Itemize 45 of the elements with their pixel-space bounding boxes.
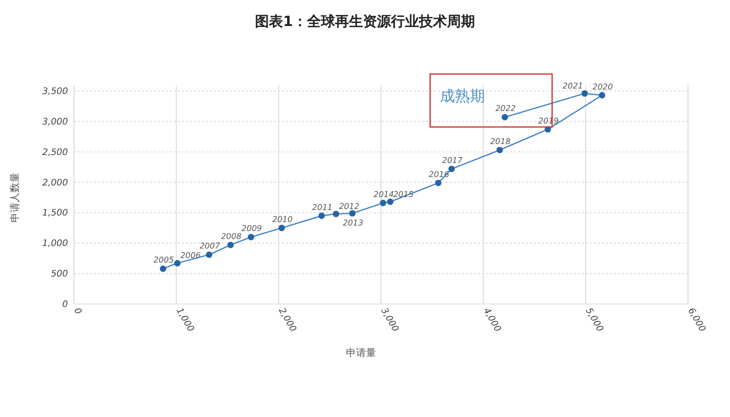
point xyxy=(598,92,606,98)
point xyxy=(278,224,285,232)
annotation: 2012 xyxy=(338,202,360,211)
annotation: 2017 xyxy=(442,156,464,165)
annotation: 2009 xyxy=(242,224,262,234)
annotation: 2008 xyxy=(221,232,242,241)
annotation: 2022 xyxy=(495,104,516,114)
point xyxy=(227,242,234,248)
y-tick-label: 500 xyxy=(50,270,68,280)
y-tick-label: 3,500 xyxy=(42,87,68,97)
point xyxy=(160,266,166,272)
annotation: 2018 xyxy=(490,137,511,146)
point xyxy=(349,210,356,217)
x-axis-title: 申请量 xyxy=(346,347,376,359)
y-tick-label: 2,500 xyxy=(42,148,68,158)
point xyxy=(581,90,588,97)
point xyxy=(332,210,340,218)
chart-title: 图表1：全球再生资源行业技术周期 xyxy=(255,14,475,30)
annotation: 2005 xyxy=(154,256,174,265)
annotation: 2010 xyxy=(272,214,293,224)
y-tick-label: 0 xyxy=(62,300,68,310)
annotation: 成熟期 xyxy=(440,87,486,105)
point xyxy=(435,180,442,186)
y-tick-label: 3,000 xyxy=(42,117,68,128)
annotation: 2011 xyxy=(312,202,333,212)
point xyxy=(380,200,386,206)
annotation: 2020 xyxy=(592,82,613,92)
y-tick-label: 2,000 xyxy=(42,178,68,188)
point xyxy=(318,212,325,219)
point xyxy=(174,260,181,266)
y-tick-label: 1,500 xyxy=(42,208,68,219)
annotation: 2007 xyxy=(200,242,221,251)
point xyxy=(502,114,508,120)
y-tick-label: 1,000 xyxy=(42,239,68,250)
point xyxy=(206,252,212,258)
annotation: 2013 xyxy=(342,218,364,228)
point xyxy=(387,198,394,205)
point xyxy=(496,146,503,154)
x-tick-label: 0 xyxy=(71,306,84,317)
annotation: 2006 xyxy=(180,251,201,260)
annotation: 2021 xyxy=(562,81,584,90)
point xyxy=(448,166,455,172)
y-axis-title: 申请人数量 xyxy=(9,172,21,222)
point xyxy=(248,234,254,240)
annotation: 2014 xyxy=(374,190,394,199)
